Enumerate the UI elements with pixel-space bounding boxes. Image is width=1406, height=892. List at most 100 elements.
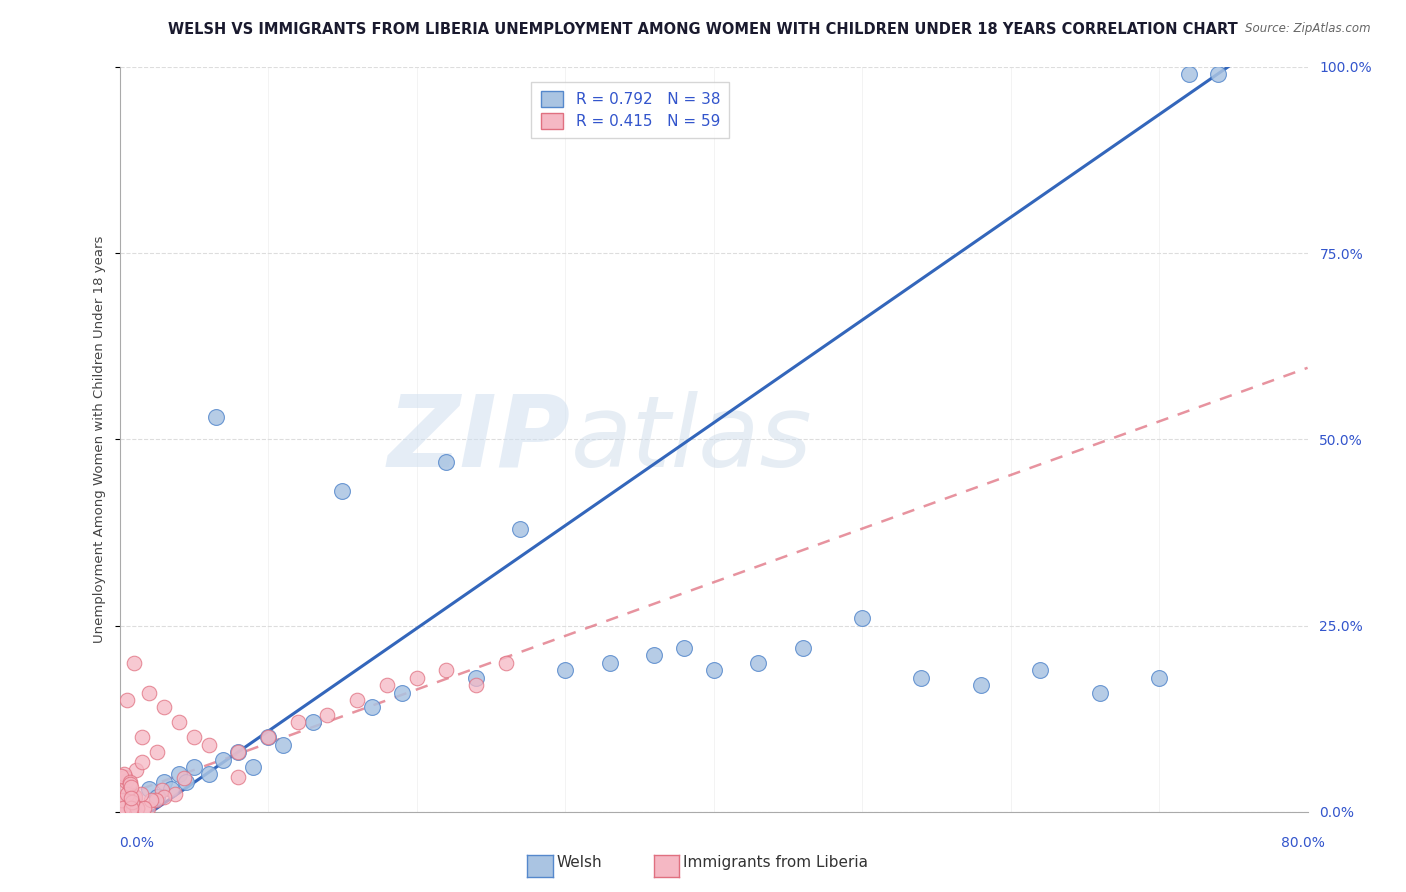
Point (115, 801, 138, 815)
Point (167, 767, 190, 781)
Point (361, 700, 384, 714)
Point (405, 671, 427, 685)
Point (183, 730, 205, 744)
Text: WELSH VS IMMIGRANTS FROM LIBERIA UNEMPLOYMENT AMONG WOMEN WITH CHILDREN UNDER 18: WELSH VS IMMIGRANTS FROM LIBERIA UNEMPLO… (169, 22, 1237, 37)
Legend: R = 0.792   N = 38, R = 0.415   N = 59: R = 0.792 N = 38, R = 0.415 N = 59 (531, 82, 730, 138)
Text: ZIP: ZIP (388, 391, 571, 488)
Text: atlas: atlas (571, 391, 813, 488)
Point (110, 769, 132, 783)
Point (111, 779, 134, 793)
Point (228, 770, 250, 784)
Point (131, 755, 153, 769)
Point (112, 801, 135, 815)
Point (120, 791, 142, 805)
Point (114, 770, 136, 784)
Point (910, 671, 932, 685)
Point (703, 663, 725, 677)
Point (138, 782, 160, 797)
Point (970, 678, 993, 692)
Point (145, 789, 167, 804)
Point (110, 797, 132, 811)
Point (115, 774, 138, 789)
Point (1088, 685, 1111, 699)
Point (121, 795, 143, 809)
Text: 80.0%: 80.0% (1281, 836, 1324, 850)
Point (301, 715, 323, 730)
Point (122, 801, 145, 815)
Point (672, 640, 695, 655)
Point (346, 693, 368, 707)
Point (509, 522, 531, 536)
Point (197, 767, 219, 781)
Point (125, 801, 148, 815)
Point (117, 786, 139, 800)
Point (643, 648, 665, 663)
Point (257, 730, 280, 744)
Point (271, 738, 294, 752)
Point (118, 801, 141, 815)
Point (165, 788, 187, 802)
Text: Welsh: Welsh (557, 855, 602, 870)
Point (111, 793, 134, 807)
Point (183, 760, 205, 774)
Point (495, 656, 517, 670)
Point (375, 678, 398, 692)
Point (124, 656, 146, 670)
Point (153, 775, 176, 789)
Point (141, 793, 163, 807)
Point (391, 685, 413, 699)
Y-axis label: Unemployment Among Women with Children Under 18 years: Unemployment Among Women with Children U… (93, 235, 107, 643)
Point (115, 801, 138, 815)
Point (117, 801, 139, 815)
Text: 0.0%: 0.0% (120, 836, 155, 850)
Point (136, 801, 159, 815)
Point (228, 745, 250, 759)
Point (129, 787, 152, 801)
Point (115, 693, 138, 707)
Point (212, 753, 235, 767)
Point (1147, 671, 1170, 685)
Point (167, 715, 190, 730)
Point (111, 801, 134, 815)
Point (138, 685, 160, 699)
Point (464, 671, 488, 685)
Point (114, 801, 136, 815)
Point (117, 787, 139, 801)
Point (125, 763, 148, 777)
Point (125, 801, 148, 815)
Point (287, 715, 309, 730)
Point (205, 409, 228, 424)
Point (1178, 67, 1201, 81)
Text: Immigrants from Liberia: Immigrants from Liberia (683, 855, 869, 870)
Point (257, 730, 280, 744)
Point (434, 663, 457, 677)
Point (434, 455, 457, 469)
Point (145, 792, 167, 806)
Point (330, 484, 353, 499)
Point (464, 678, 488, 692)
Point (851, 611, 873, 625)
Point (1208, 67, 1230, 81)
Point (150, 783, 173, 797)
Point (120, 801, 142, 815)
Point (124, 789, 146, 804)
Point (124, 789, 146, 804)
Point (153, 789, 176, 804)
Point (316, 707, 339, 722)
Point (242, 760, 264, 774)
Point (176, 775, 198, 789)
Point (112, 766, 135, 780)
Point (1029, 663, 1052, 677)
Text: Source: ZipAtlas.com: Source: ZipAtlas.com (1246, 22, 1371, 36)
Point (599, 656, 621, 670)
Point (160, 782, 183, 797)
Point (792, 640, 814, 655)
Point (115, 797, 138, 812)
Point (228, 745, 250, 759)
Point (173, 771, 195, 785)
Point (554, 663, 576, 677)
Point (153, 700, 176, 714)
Point (120, 780, 142, 794)
Point (145, 745, 167, 759)
Point (131, 730, 153, 744)
